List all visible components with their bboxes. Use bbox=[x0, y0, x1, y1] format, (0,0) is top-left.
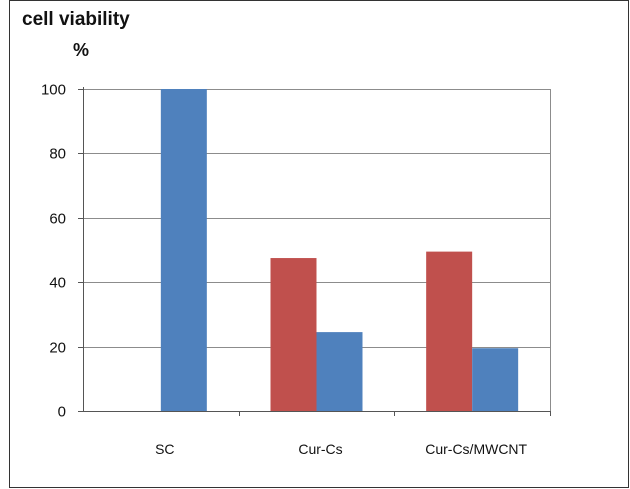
x-category-label: Cur-Cs bbox=[298, 441, 342, 457]
y-tick-label: 100 bbox=[41, 82, 66, 99]
y-tick-label: 0 bbox=[58, 404, 66, 421]
chart-title: cell viability bbox=[22, 9, 130, 30]
bar bbox=[270, 258, 317, 411]
bar bbox=[160, 89, 207, 411]
y-tick-labels: 0 20 40 60 80 100 bbox=[41, 82, 66, 421]
y-tick-label: 60 bbox=[49, 211, 66, 228]
chart-border bbox=[9, 0, 629, 488]
y-tick-label: 40 bbox=[49, 275, 66, 292]
x-category-label: Cur-Cs/MWCNT bbox=[425, 441, 527, 457]
bar bbox=[426, 251, 473, 411]
bar bbox=[316, 332, 363, 411]
x-category-labels: SC Cur-Cs Cur-Cs/MWCNT bbox=[155, 441, 527, 457]
y-tick-label: 80 bbox=[49, 146, 66, 163]
axes bbox=[78, 87, 551, 416]
bar bbox=[472, 348, 519, 411]
y-tick-label: 20 bbox=[49, 340, 66, 357]
x-category-label: SC bbox=[155, 441, 174, 457]
y-axis-unit-label: % bbox=[73, 40, 89, 60]
bars bbox=[160, 89, 519, 411]
